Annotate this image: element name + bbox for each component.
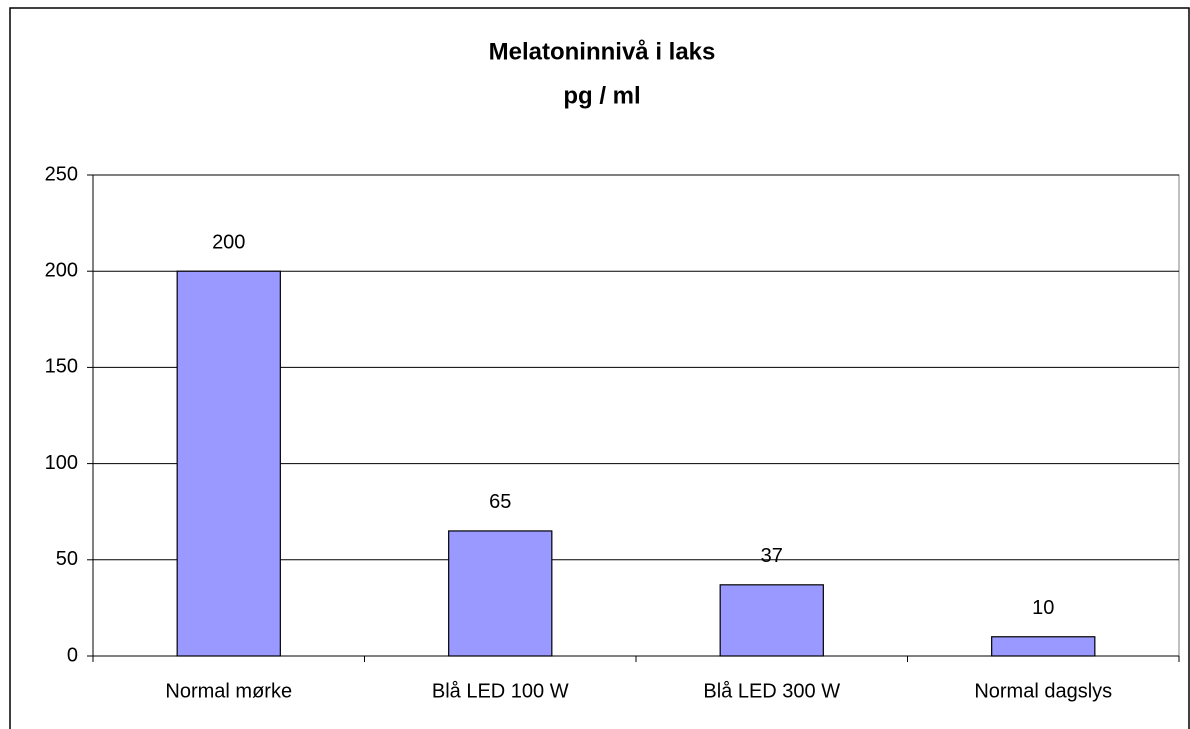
x-tick-label: Blå LED 300 W (703, 680, 840, 702)
data-label: 65 (489, 491, 511, 513)
chart-subtitle: pg / ml (563, 82, 640, 109)
x-tick-label: Blå LED 100 W (432, 680, 569, 702)
bar (719, 584, 824, 657)
y-tick-label: 150 (45, 356, 78, 378)
y-tick-label: 250 (45, 163, 78, 185)
x-tick-label: Normal mørke (165, 680, 292, 702)
data-label: 10 (1032, 597, 1054, 619)
bar (176, 270, 281, 657)
bar (991, 636, 1096, 657)
bar (448, 530, 553, 657)
data-label: 37 (761, 545, 783, 567)
y-tick-label: 100 (45, 452, 78, 474)
chart-title: Melatoninnivå i laks (489, 38, 716, 65)
chart-border (9, 7, 1190, 729)
x-tick-label: Normal dagslys (974, 680, 1112, 702)
data-label: 200 (212, 231, 245, 253)
y-tick-label: 0 (67, 644, 78, 666)
y-tick-label: 200 (45, 259, 78, 281)
y-tick-label: 50 (56, 548, 78, 570)
